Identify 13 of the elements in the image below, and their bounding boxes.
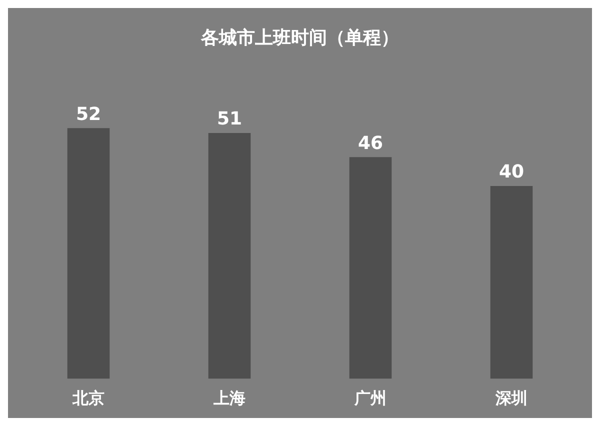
- x-tick-label: 上海: [212, 388, 246, 408]
- x-tick-label: 深圳: [494, 388, 528, 408]
- bar: [67, 128, 110, 379]
- bar: [208, 132, 251, 379]
- data-label: 51: [216, 108, 242, 130]
- x-tick-label: 广州: [354, 388, 386, 408]
- x-tick-label: 北京: [72, 388, 104, 408]
- chart-title: 各城市上班时间（单程）: [200, 27, 399, 48]
- data-label: 52: [76, 104, 102, 125]
- data-label: 40: [498, 162, 524, 183]
- data-label: 46: [358, 132, 384, 154]
- bar: [349, 157, 392, 379]
- bar: [490, 186, 533, 379]
